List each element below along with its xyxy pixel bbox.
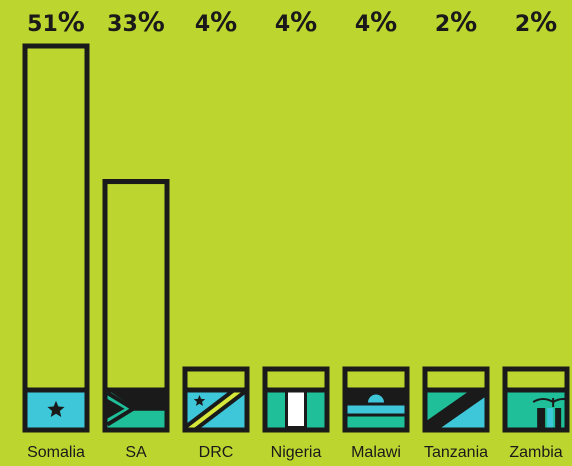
malawi-flag-icon: [347, 390, 405, 428]
bar: [102, 179, 170, 433]
tanzania-flag-icon: [427, 390, 485, 428]
zambia-flag-icon: [507, 390, 565, 428]
data-label: 4%: [355, 7, 397, 38]
data-label: 51%: [27, 7, 85, 38]
bar-outline: [22, 43, 90, 433]
bar: [262, 366, 330, 433]
nigeria-flag-icon: [267, 390, 325, 428]
data-label: 4%: [195, 7, 237, 38]
x-tick-label: Zambia: [509, 444, 562, 461]
somalia-flag-icon: [27, 390, 85, 428]
bar: [22, 43, 90, 433]
x-tick-label: Tanzania: [424, 444, 488, 461]
south-africa-flag-icon: [107, 390, 165, 428]
star-icon: [193, 395, 206, 406]
bar: [422, 366, 490, 433]
bar: [502, 366, 570, 433]
data-label: 4%: [275, 7, 317, 38]
data-label: 33%: [107, 7, 165, 38]
star-icon: [47, 400, 65, 418]
data-label: 2%: [435, 7, 477, 38]
x-tick-label: Somalia: [27, 444, 85, 461]
x-tick-label: DRC: [199, 444, 234, 461]
x-tick-label: SA: [125, 444, 147, 461]
x-tick-label: Malawi: [351, 444, 401, 461]
bar: [182, 366, 250, 433]
x-tick-label: Nigeria: [271, 444, 322, 461]
data-label: 2%: [515, 7, 557, 38]
bar: [342, 366, 410, 433]
